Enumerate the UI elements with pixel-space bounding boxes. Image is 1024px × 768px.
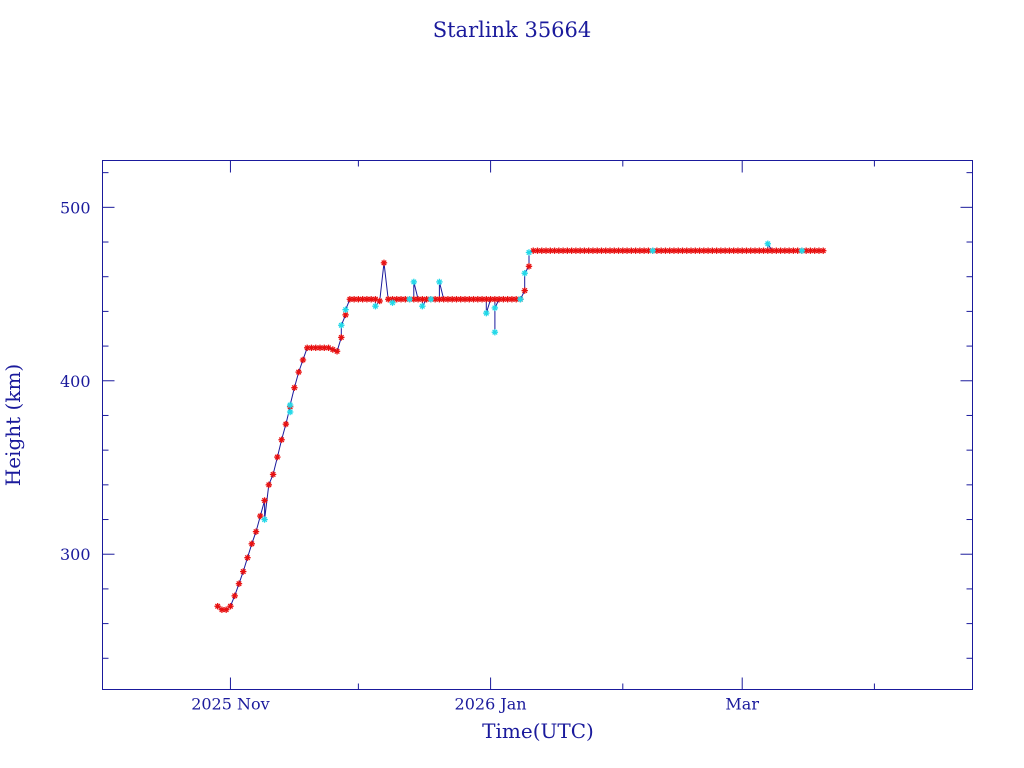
red-data-point — [274, 453, 281, 461]
x-tick-label: Mar — [725, 695, 759, 714]
y-axis: 300 400 500 — [60, 172, 973, 659]
red-data-point — [299, 356, 307, 364]
chart-title: Starlink 35664 — [433, 18, 592, 42]
red-data-point — [278, 436, 285, 443]
red-data-point — [811, 247, 818, 254]
red-data-point — [231, 592, 238, 600]
red-data-point — [628, 247, 635, 254]
red-data-point — [338, 334, 345, 341]
cyan-data-point — [491, 329, 499, 336]
red-data-point — [414, 296, 422, 303]
red-data-point — [355, 296, 362, 303]
cyan-data-point — [342, 306, 349, 313]
cyan-data-point — [261, 516, 268, 523]
cyan-data-point — [491, 304, 499, 312]
red-data-point — [252, 528, 260, 535]
red-data-point — [333, 348, 341, 355]
cyan-data-point — [517, 296, 524, 303]
red-data-point — [542, 247, 550, 254]
cyan-data-point — [436, 278, 443, 286]
red-data-point — [589, 247, 597, 254]
red-data-point — [704, 247, 712, 254]
cyan-data-point — [286, 401, 294, 409]
x-axis: 2025 Nov 2026 Jan Mar — [191, 160, 875, 714]
cyan-data-point — [427, 296, 435, 303]
red-data-point — [235, 580, 243, 587]
red-data-point — [240, 568, 247, 575]
y-tick-label: 500 — [60, 198, 91, 217]
red-data-point — [470, 296, 477, 303]
cyan-data-point — [372, 302, 379, 310]
cyan-data-point — [798, 247, 806, 254]
red-data-point — [385, 296, 392, 303]
x-tick-label: 2026 Jan — [455, 695, 527, 714]
red-data-point — [713, 247, 720, 254]
red-data-point — [687, 247, 695, 254]
plot-area — [214, 240, 827, 613]
red-data-point — [265, 481, 273, 489]
red-data-point — [747, 247, 754, 254]
red-data-point — [269, 471, 277, 478]
red-data-point — [295, 368, 302, 376]
red-data-point — [282, 420, 290, 428]
red-data-point — [640, 247, 648, 254]
red-data-point — [261, 497, 268, 504]
red-data-point — [619, 247, 626, 254]
y-axis-label: Height (km) — [1, 364, 25, 486]
x-axis-label: Time(UTC) — [482, 719, 594, 743]
cyan-data-point — [419, 302, 426, 310]
red-data-point — [508, 296, 516, 303]
red-data-point — [478, 296, 486, 303]
red-data-point — [227, 603, 234, 610]
red-data-point — [312, 344, 319, 352]
red-data-point — [222, 606, 230, 613]
red-data-point — [304, 344, 311, 352]
red-data-point — [291, 384, 298, 391]
x-tick-label: 2025 Nov — [191, 695, 269, 714]
red-data-point — [423, 296, 430, 303]
red-data-point — [785, 247, 793, 254]
cyan-data-point — [406, 296, 413, 303]
y-tick-label: 400 — [60, 372, 91, 391]
cyan-data-point — [338, 322, 345, 329]
red-data-point — [248, 540, 255, 548]
red-data-point — [675, 247, 682, 254]
red-data-point — [521, 287, 528, 294]
y-tick-label: 300 — [60, 545, 91, 564]
red-data-point — [457, 296, 464, 303]
red-data-point — [350, 296, 358, 303]
red-data-point — [679, 247, 686, 254]
red-data-point — [316, 344, 324, 352]
red-data-point — [449, 296, 456, 303]
red-data-point — [376, 297, 383, 305]
cyan-data-point — [389, 299, 396, 306]
red-data-point — [380, 259, 388, 267]
cyan-data-point — [764, 240, 771, 247]
red-data-point — [525, 263, 533, 270]
red-data-point — [594, 247, 601, 254]
red-data-point — [244, 554, 251, 561]
red-data-point — [790, 247, 797, 254]
red-data-point — [636, 247, 644, 254]
red-data-point — [512, 296, 520, 303]
red-data-point — [342, 311, 349, 319]
red-data-point — [393, 296, 400, 303]
cyan-data-point — [521, 270, 528, 277]
cyan-data-point — [649, 247, 656, 254]
cyan-data-point — [286, 408, 294, 416]
red-data-point — [555, 247, 563, 254]
plot-frame — [102, 160, 973, 690]
red-data-point — [721, 247, 729, 254]
red-data-point — [666, 247, 673, 254]
cyan-data-point — [525, 249, 533, 256]
red-data-point — [214, 603, 221, 610]
cyan-data-point — [483, 309, 490, 317]
red-data-point — [257, 512, 264, 520]
cyan-data-point — [410, 278, 418, 286]
red-data-point — [453, 296, 460, 303]
red-data-point — [820, 247, 827, 254]
